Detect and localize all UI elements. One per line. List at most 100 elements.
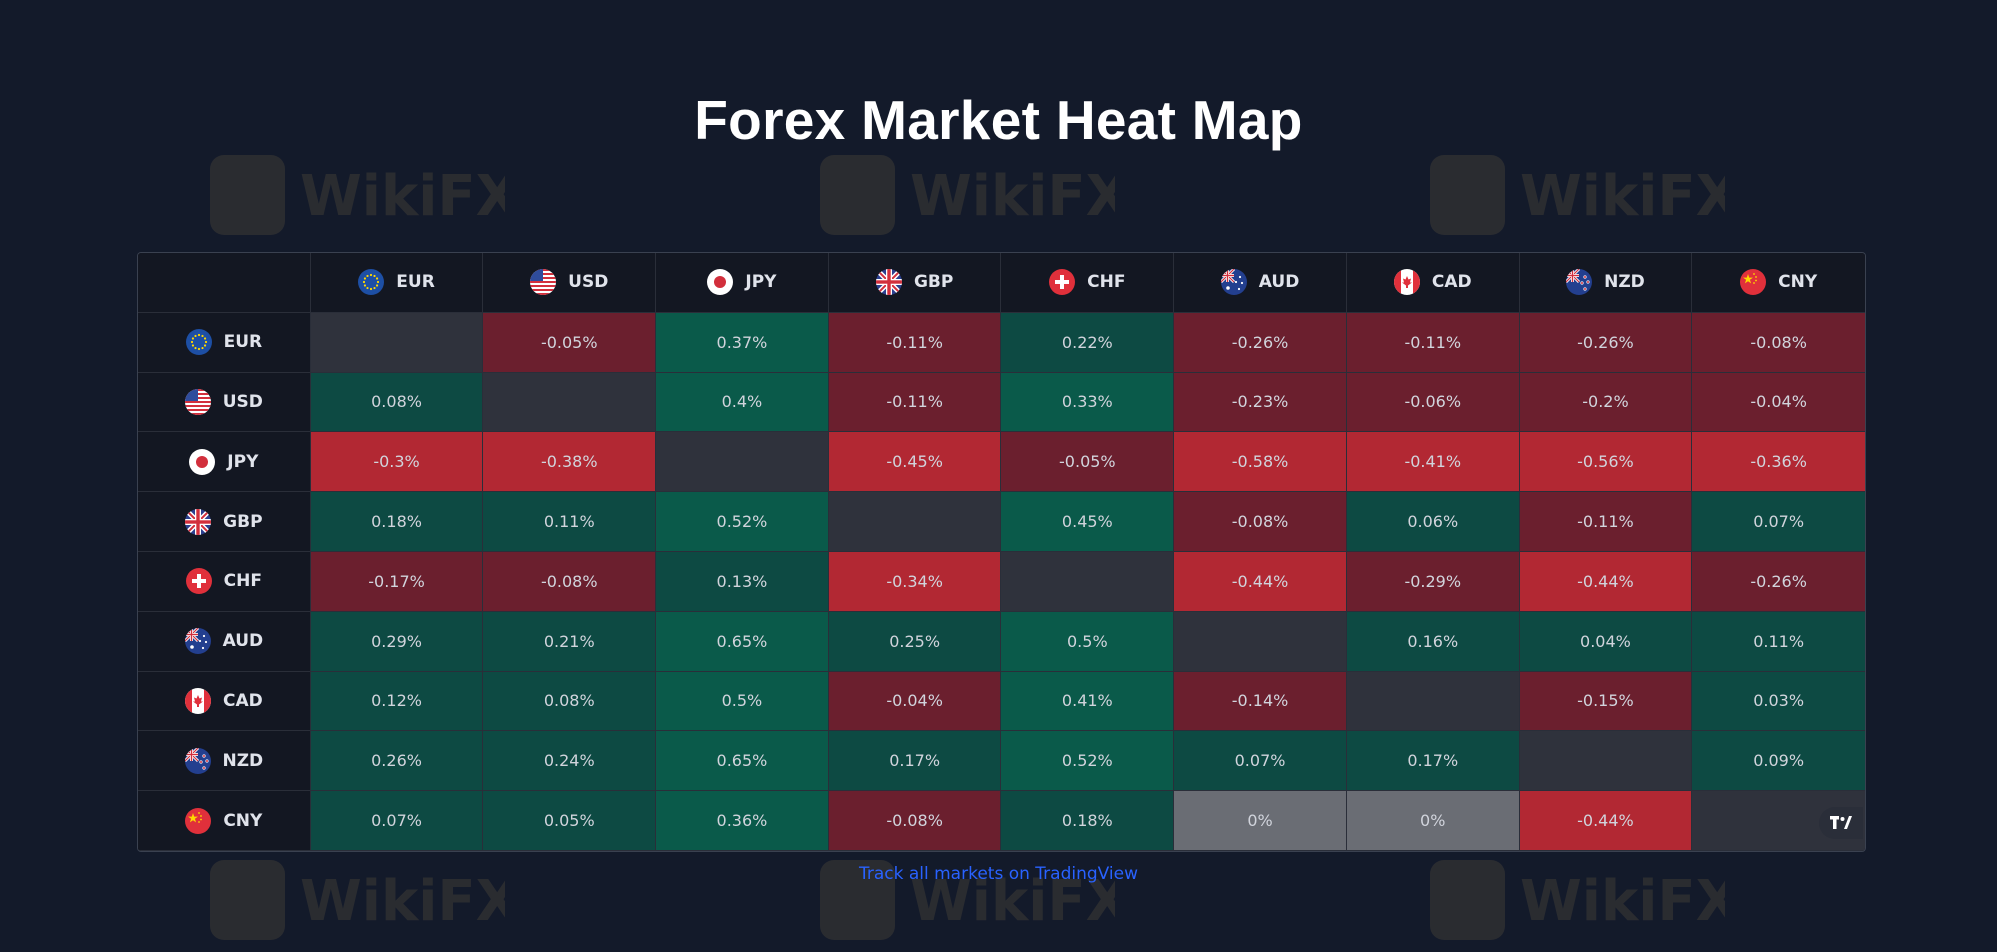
heatmap-cell-usd-cny[interactable]: -0.04% xyxy=(1692,372,1865,433)
heatmap-cell-cad-eur[interactable]: 0.12% xyxy=(310,671,484,732)
heatmap-cell-eur-aud[interactable]: -0.26% xyxy=(1174,312,1347,373)
heatmap-cell-cny-nzd[interactable]: -0.44% xyxy=(1519,791,1693,851)
heatmap-cell-cad-usd[interactable]: 0.08% xyxy=(483,671,657,732)
heatmap-cell-chf-usd[interactable]: -0.08% xyxy=(483,551,657,612)
heatmap-cell-jpy-nzd[interactable]: -0.56% xyxy=(1519,432,1693,493)
heatmap-cell-cad-cny[interactable]: 0.03% xyxy=(1692,671,1865,732)
heatmap-cell-jpy-usd[interactable]: -0.38% xyxy=(483,432,657,493)
heatmap-cell-aud-chf[interactable]: 0.5% xyxy=(1001,611,1175,672)
heatmap-cell-nzd-aud[interactable]: 0.07% xyxy=(1174,731,1347,792)
heatmap-cell-usd-chf[interactable]: 0.33% xyxy=(1001,372,1175,433)
heatmap-cell-nzd-gbp[interactable]: 0.17% xyxy=(828,731,1002,792)
row-header-label: JPY xyxy=(227,451,259,472)
heatmap-cell-cad-gbp[interactable]: -0.04% xyxy=(828,671,1002,732)
heatmap-cell-eur-chf[interactable]: 0.22% xyxy=(1001,312,1175,373)
heatmap-cell-nzd-usd[interactable]: 0.24% xyxy=(483,731,657,792)
heatmap-cell-aud-gbp[interactable]: 0.25% xyxy=(828,611,1002,672)
heatmap-cell-eur-cny[interactable]: -0.08% xyxy=(1692,312,1865,373)
heatmap-cell-cad-chf[interactable]: 0.41% xyxy=(1001,671,1175,732)
heatmap-cell-aud-jpy[interactable]: 0.65% xyxy=(656,611,829,672)
column-header-label: AUD xyxy=(1258,272,1300,293)
heatmap-cell-gbp-nzd[interactable]: -0.11% xyxy=(1519,492,1693,552)
heatmap-cell-cad-aud[interactable]: -0.14% xyxy=(1174,671,1347,732)
heatmap-cell-gbp-jpy[interactable]: 0.52% xyxy=(656,492,829,552)
heatmap-cell-eur-cad[interactable]: -0.11% xyxy=(1346,312,1520,373)
heatmap-cell-nzd-cny[interactable]: 0.09% xyxy=(1692,731,1865,792)
heatmap-cell-usd-cad[interactable]: -0.06% xyxy=(1346,372,1520,433)
column-header-eur[interactable]: EUR xyxy=(310,253,484,313)
heatmap-cell-chf-cad[interactable]: -0.29% xyxy=(1346,551,1520,612)
row-header-eur[interactable]: EUR xyxy=(138,312,311,373)
column-header-chf[interactable]: CHF xyxy=(1001,253,1175,313)
heatmap-cell-cad-jpy[interactable]: 0.5% xyxy=(656,671,829,732)
row-header-gbp[interactable]: GBP xyxy=(138,492,311,552)
heatmap-cell-eur-usd[interactable]: -0.05% xyxy=(483,312,657,373)
heatmap-cell-cny-gbp[interactable]: -0.08% xyxy=(828,791,1002,851)
heatmap-cell-aud-usd[interactable]: 0.21% xyxy=(483,611,657,672)
column-header-jpy[interactable]: JPY xyxy=(656,253,829,313)
column-header-cad[interactable]: CAD xyxy=(1346,253,1520,313)
heatmap-cell-cad-nzd[interactable]: -0.15% xyxy=(1519,671,1693,732)
heatmap-cell-diagonal xyxy=(310,312,484,373)
row-header-nzd[interactable]: NZD xyxy=(138,731,311,792)
heatmap-cell-gbp-usd[interactable]: 0.11% xyxy=(483,492,657,552)
heatmap-cell-usd-nzd[interactable]: -0.2% xyxy=(1519,372,1693,433)
row-header-chf[interactable]: CHF xyxy=(138,551,311,612)
row-header-aud[interactable]: AUD xyxy=(138,611,311,672)
column-header-gbp[interactable]: GBP xyxy=(828,253,1002,313)
heatmap-cell-usd-gbp[interactable]: -0.11% xyxy=(828,372,1002,433)
heatmap-cell-chf-cny[interactable]: -0.26% xyxy=(1692,551,1865,612)
heatmap-cell-cny-cad[interactable]: 0% xyxy=(1346,791,1520,851)
heatmap-cell-nzd-cad[interactable]: 0.17% xyxy=(1346,731,1520,792)
heatmap-cell-aud-cny[interactable]: 0.11% xyxy=(1692,611,1865,672)
heatmap-cell-chf-nzd[interactable]: -0.44% xyxy=(1519,551,1693,612)
row-header-cad[interactable]: CAD xyxy=(138,671,311,732)
heatmap-cell-nzd-jpy[interactable]: 0.65% xyxy=(656,731,829,792)
heatmap-cell-gbp-cad[interactable]: 0.06% xyxy=(1346,492,1520,552)
heatmap-cell-cny-aud[interactable]: 0% xyxy=(1174,791,1347,851)
heatmap-cell-cny-usd[interactable]: 0.05% xyxy=(483,791,657,851)
tradingview-link[interactable]: Track all markets on TradingView xyxy=(858,864,1139,884)
heatmap-cell-gbp-chf[interactable]: 0.45% xyxy=(1001,492,1175,552)
column-header-nzd[interactable]: NZD xyxy=(1519,253,1693,313)
flag-eur-icon xyxy=(185,329,212,356)
heatmap-cell-usd-eur[interactable]: 0.08% xyxy=(310,372,484,433)
heatmap-cell-aud-cad[interactable]: 0.16% xyxy=(1346,611,1520,672)
flag-jpy-icon xyxy=(189,448,216,475)
heatmap-cell-jpy-aud[interactable]: -0.58% xyxy=(1174,432,1347,493)
flag-nzd-icon xyxy=(184,747,211,774)
heatmap-cell-cny-eur[interactable]: 0.07% xyxy=(310,791,484,851)
heatmap-cell-jpy-cad[interactable]: -0.41% xyxy=(1346,432,1520,493)
heatmap-cell-jpy-chf[interactable]: -0.05% xyxy=(1001,432,1175,493)
column-header-cny[interactable]: CNY xyxy=(1692,253,1865,313)
heatmap-cell-gbp-eur[interactable]: 0.18% xyxy=(310,492,484,552)
row-header-usd[interactable]: USD xyxy=(138,372,311,433)
row-header-jpy[interactable]: JPY xyxy=(138,432,311,493)
flag-cny-icon xyxy=(1740,269,1767,296)
heatmap-cell-eur-nzd[interactable]: -0.26% xyxy=(1519,312,1693,373)
heatmap-cell-eur-jpy[interactable]: 0.37% xyxy=(656,312,829,373)
heatmap-cell-cny-jpy[interactable]: 0.36% xyxy=(656,791,829,851)
heatmap-cell-gbp-cny[interactable]: 0.07% xyxy=(1692,492,1865,552)
heatmap-cell-nzd-chf[interactable]: 0.52% xyxy=(1001,731,1175,792)
heatmap-cell-chf-jpy[interactable]: 0.13% xyxy=(656,551,829,612)
heatmap-cell-chf-aud[interactable]: -0.44% xyxy=(1174,551,1347,612)
heatmap-cell-usd-jpy[interactable]: 0.4% xyxy=(656,372,829,433)
heatmap-cell-usd-aud[interactable]: -0.23% xyxy=(1174,372,1347,433)
heatmap-cell-chf-gbp[interactable]: -0.34% xyxy=(828,551,1002,612)
heatmap-cell-jpy-gbp[interactable]: -0.45% xyxy=(828,432,1002,493)
heatmap-cell-eur-gbp[interactable]: -0.11% xyxy=(828,312,1002,373)
heatmap-cell-nzd-eur[interactable]: 0.26% xyxy=(310,731,484,792)
flag-aud-icon xyxy=(184,628,211,655)
heatmap-cell-jpy-eur[interactable]: -0.3% xyxy=(310,432,484,493)
heatmap-cell-aud-eur[interactable]: 0.29% xyxy=(310,611,484,672)
column-header-usd[interactable]: USD xyxy=(483,253,657,313)
heatmap-cell-cny-chf[interactable]: 0.18% xyxy=(1001,791,1175,851)
heatmap-cell-chf-eur[interactable]: -0.17% xyxy=(310,551,484,612)
heatmap-cell-gbp-aud[interactable]: -0.08% xyxy=(1174,492,1347,552)
tradingview-logo[interactable] xyxy=(1819,807,1863,839)
column-header-aud[interactable]: AUD xyxy=(1174,253,1347,313)
heatmap-cell-aud-nzd[interactable]: 0.04% xyxy=(1519,611,1693,672)
row-header-cny[interactable]: CNY xyxy=(138,791,311,851)
heatmap-cell-jpy-cny[interactable]: -0.36% xyxy=(1692,432,1865,493)
